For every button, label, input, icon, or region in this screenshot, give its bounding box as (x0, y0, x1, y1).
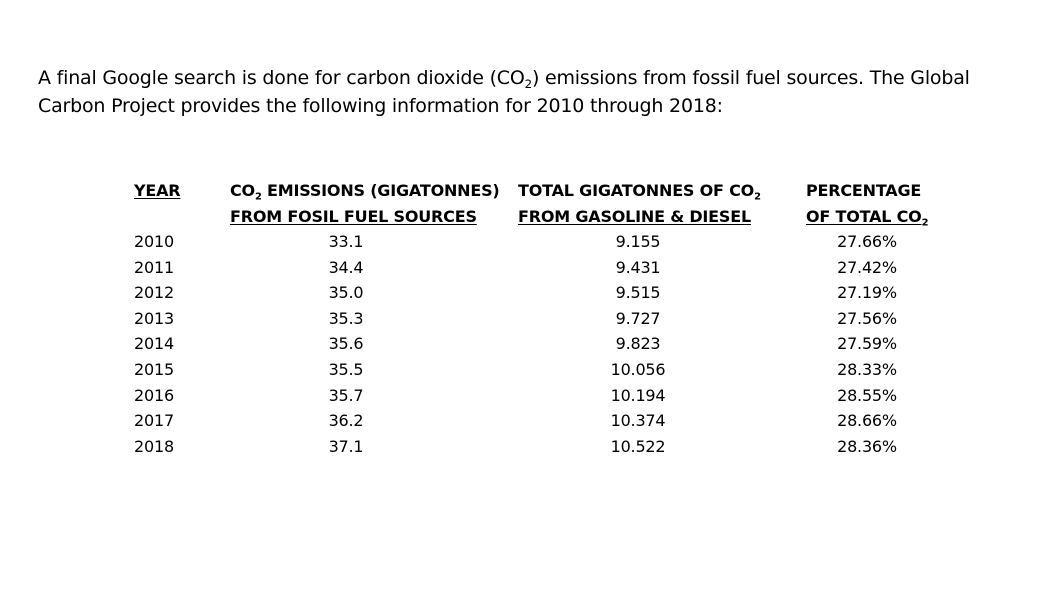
header-co2-line-2: FROM FOSIL FUEL SOURCES (230, 207, 477, 226)
cell-co2-emissions: 36.2 (328, 411, 364, 431)
cell-gasoline-diesel: 9.431 (615, 257, 661, 277)
cell-gasoline-diesel: 9.155 (615, 232, 661, 251)
cell-percentage: 27.59% (837, 334, 897, 354)
cell-year: 2014 (134, 334, 174, 354)
header-pct-line-2: OF TOTAL CO2 (806, 204, 928, 230)
cell-co2-emissions: 34.4 (328, 257, 364, 277)
cell-co2-emissions: 37.1 (328, 436, 364, 456)
header-text: EMISSIONS (GIGATONNES) (261, 181, 500, 200)
cell-co2-emissions: 33.1 (328, 232, 364, 251)
header-text: OF TOTAL CO (806, 207, 922, 226)
table-body: 2010 33.1 9.155 27.66% 2011 34.4 9.431 2… (0, 229, 1058, 459)
intro-line-1: A final Google search is done for carbon… (38, 64, 1028, 92)
cell-co2-emissions: 35.7 (328, 385, 364, 405)
intro-line-2: Carbon Project provides the following in… (38, 95, 723, 117)
cell-year: 2012 (134, 283, 174, 303)
cell-percentage: 27.19% (837, 283, 897, 303)
cell-percentage: 28.36% (837, 436, 897, 456)
cell-year: 2015 (134, 359, 174, 379)
table-row: 2015 35.5 10.056 28.33% (0, 357, 1058, 383)
intro-text: A final Google search is done for carbon… (38, 67, 525, 89)
intro-text: ) emissions from fossil fuel sources. Th… (531, 67, 970, 89)
table-row: 2012 35.0 9.515 27.19% (0, 280, 1058, 306)
cell-co2-emissions: 35.0 (328, 283, 364, 303)
cell-percentage: 27.56% (837, 308, 897, 328)
header-text: CO (230, 181, 255, 200)
intro-paragraph: A final Google search is done for carbon… (38, 64, 1028, 120)
cell-percentage: 27.66% (837, 232, 897, 251)
subscript: 2 (524, 77, 533, 92)
cell-percentage: 28.33% (837, 359, 897, 379)
cell-co2-emissions: 35.6 (328, 334, 364, 354)
cell-gasoline-diesel: 9.823 (615, 334, 661, 354)
table-row: 2010 33.1 9.155 27.66% (0, 229, 1058, 255)
cell-gasoline-diesel: 10.374 (610, 411, 666, 431)
cell-percentage: 28.66% (837, 411, 897, 431)
cell-year: 2017 (134, 411, 174, 431)
cell-gasoline-diesel: 9.515 (615, 283, 661, 303)
cell-gasoline-diesel: 10.056 (610, 359, 666, 379)
cell-year: 2011 (134, 257, 174, 277)
cell-gasoline-diesel: 10.522 (610, 436, 666, 456)
cell-gasoline-diesel: 9.727 (615, 308, 661, 328)
table-row: 2017 36.2 10.374 28.66% (0, 408, 1058, 434)
cell-year: 2010 (134, 232, 174, 251)
cell-percentage: 28.55% (837, 385, 897, 405)
subscript: 2 (254, 191, 262, 203)
header-year: YEAR (134, 178, 181, 204)
cell-percentage: 27.42% (837, 257, 897, 277)
table-row: 2011 34.4 9.431 27.42% (0, 255, 1058, 281)
cell-year: 2016 (134, 385, 174, 405)
header-text: TOTAL GIGATONNES OF CO (518, 181, 755, 200)
table-row: 2014 35.6 9.823 27.59% (0, 331, 1058, 357)
cell-gasoline-diesel: 10.194 (610, 385, 666, 405)
header-co2-emissions: CO2 EMISSIONS (GIGATONNES) FROM FOSIL FU… (230, 178, 500, 230)
table-row: 2018 37.1 10.522 28.36% (0, 434, 1058, 460)
subscript: 2 (754, 191, 761, 203)
header-gas-line-2: FROM GASOLINE & DIESEL (518, 207, 751, 226)
header-percentage: PERCENTAGE OF TOTAL CO2 (806, 178, 928, 230)
header-year-label: YEAR (134, 181, 181, 200)
header-gas-line-1: TOTAL GIGATONNES OF CO2 (518, 178, 761, 204)
cell-co2-emissions: 35.3 (328, 308, 364, 328)
table-row: 2016 35.7 10.194 28.55% (0, 383, 1058, 409)
table-row: 2013 35.3 9.727 27.56% (0, 306, 1058, 332)
header-pct-line-1: PERCENTAGE (806, 181, 922, 200)
header-co2-line-1: CO2 EMISSIONS (GIGATONNES) (230, 178, 500, 204)
header-gasoline-diesel: TOTAL GIGATONNES OF CO2 FROM GASOLINE & … (518, 178, 761, 230)
cell-year: 2018 (134, 436, 174, 456)
cell-co2-emissions: 35.5 (328, 359, 364, 379)
cell-year: 2013 (134, 308, 174, 328)
subscript: 2 (921, 217, 929, 229)
